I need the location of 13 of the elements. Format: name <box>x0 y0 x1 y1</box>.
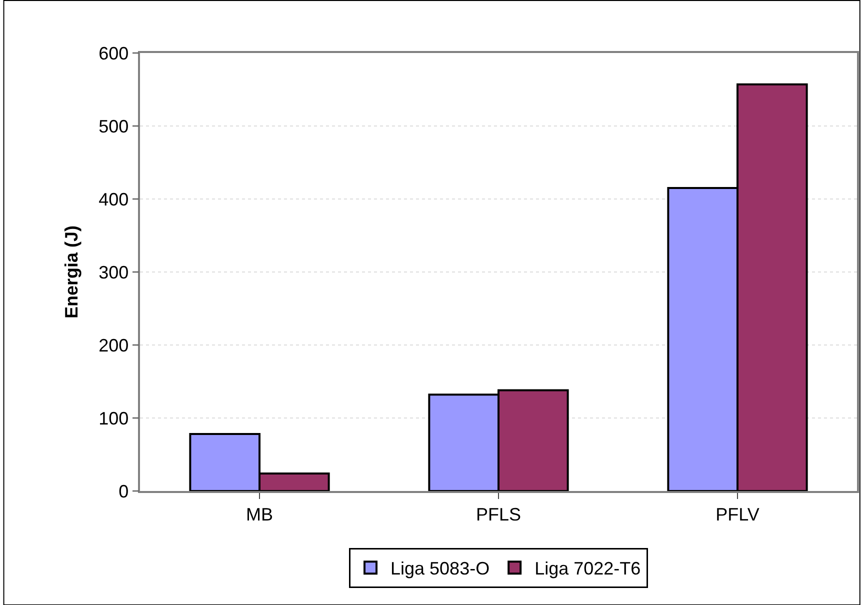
y-tick-label: 0 <box>118 481 129 502</box>
x-tick-label: PFLV <box>716 504 760 524</box>
x-tick-label: PFLS <box>476 504 522 524</box>
y-tick-label: 600 <box>98 43 129 64</box>
x-tick-label: MB <box>246 504 273 524</box>
y-tick-label: 300 <box>98 262 129 282</box>
y-axis-title: Energia (J) <box>61 225 82 319</box>
y-tick-label: 200 <box>98 335 129 356</box>
legend-label: Liga 7022-T6 <box>534 558 641 579</box>
legend-label: Liga 5083-O <box>390 558 490 579</box>
y-tick-label: 100 <box>98 408 129 428</box>
y-tick-label: 500 <box>98 116 129 136</box>
y-tick-label: 400 <box>98 189 129 210</box>
